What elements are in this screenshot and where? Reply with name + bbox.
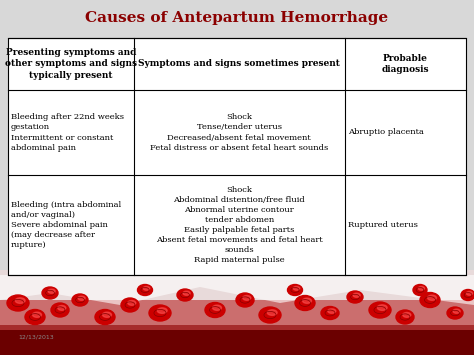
Text: Symptoms and signs sometimes present: Symptoms and signs sometimes present xyxy=(138,60,340,69)
Ellipse shape xyxy=(302,298,311,304)
Ellipse shape xyxy=(377,305,387,310)
Ellipse shape xyxy=(259,307,281,323)
Ellipse shape xyxy=(403,312,411,317)
Ellipse shape xyxy=(447,307,463,319)
Ellipse shape xyxy=(205,302,225,317)
Ellipse shape xyxy=(51,303,69,317)
Text: 12/13/2013: 12/13/2013 xyxy=(18,334,54,339)
Bar xyxy=(0,300,474,330)
Ellipse shape xyxy=(461,289,474,300)
Ellipse shape xyxy=(236,293,254,307)
Ellipse shape xyxy=(353,293,360,297)
Ellipse shape xyxy=(33,312,42,317)
Ellipse shape xyxy=(413,284,427,295)
Ellipse shape xyxy=(453,309,460,313)
Text: Abruptio placenta: Abruptio placenta xyxy=(347,129,423,137)
Ellipse shape xyxy=(102,312,111,317)
Text: Presenting symptoms and
other symptoms and signs
typically present: Presenting symptoms and other symptoms a… xyxy=(5,48,137,80)
Ellipse shape xyxy=(321,306,339,320)
Ellipse shape xyxy=(293,286,300,290)
Ellipse shape xyxy=(295,295,315,311)
Text: Causes of Antepartum Hemorrhage: Causes of Antepartum Hemorrhage xyxy=(85,11,389,25)
Ellipse shape xyxy=(466,291,473,295)
Text: Ruptured uterus: Ruptured uterus xyxy=(347,221,418,229)
Ellipse shape xyxy=(137,284,153,295)
Ellipse shape xyxy=(212,305,221,310)
Ellipse shape xyxy=(128,300,136,305)
Ellipse shape xyxy=(95,310,115,324)
Ellipse shape xyxy=(177,289,193,301)
Ellipse shape xyxy=(48,289,55,293)
Ellipse shape xyxy=(25,310,45,324)
Bar xyxy=(0,325,474,355)
Ellipse shape xyxy=(121,298,139,312)
Ellipse shape xyxy=(72,294,88,306)
Ellipse shape xyxy=(143,286,150,290)
Bar xyxy=(0,270,474,355)
Ellipse shape xyxy=(157,308,167,313)
Ellipse shape xyxy=(243,295,251,300)
Ellipse shape xyxy=(149,305,171,321)
Ellipse shape xyxy=(420,293,440,307)
Ellipse shape xyxy=(7,295,29,311)
Ellipse shape xyxy=(78,296,85,300)
Ellipse shape xyxy=(418,286,425,290)
Ellipse shape xyxy=(267,310,277,315)
Polygon shape xyxy=(0,275,474,305)
Ellipse shape xyxy=(369,302,391,318)
Ellipse shape xyxy=(288,284,302,295)
Ellipse shape xyxy=(396,310,414,324)
Text: Bleeding (intra abdominal
and/or vaginal)
Severe abdominal pain
(may decrease af: Bleeding (intra abdominal and/or vaginal… xyxy=(11,201,121,249)
Ellipse shape xyxy=(328,309,336,313)
Text: Shock
Abdominal distention/free fluid
Abnormal uterine contour
tender abdomen
Ea: Shock Abdominal distention/free fluid Ab… xyxy=(156,186,323,264)
Text: Bleeding after 22nd weeks
gestation
Intermittent or constant
abdominal pain: Bleeding after 22nd weeks gestation Inte… xyxy=(11,113,124,152)
Ellipse shape xyxy=(183,291,190,295)
Ellipse shape xyxy=(428,295,437,300)
Text: Probable
diagnosis: Probable diagnosis xyxy=(382,54,429,74)
Bar xyxy=(8,38,466,275)
Ellipse shape xyxy=(347,291,363,303)
Ellipse shape xyxy=(58,305,66,310)
Ellipse shape xyxy=(42,287,58,299)
Text: Shock
Tense/tender uterus
Decreased/absent fetal movement
Fetal distress or abse: Shock Tense/tender uterus Decreased/abse… xyxy=(150,113,328,152)
Ellipse shape xyxy=(15,298,25,304)
